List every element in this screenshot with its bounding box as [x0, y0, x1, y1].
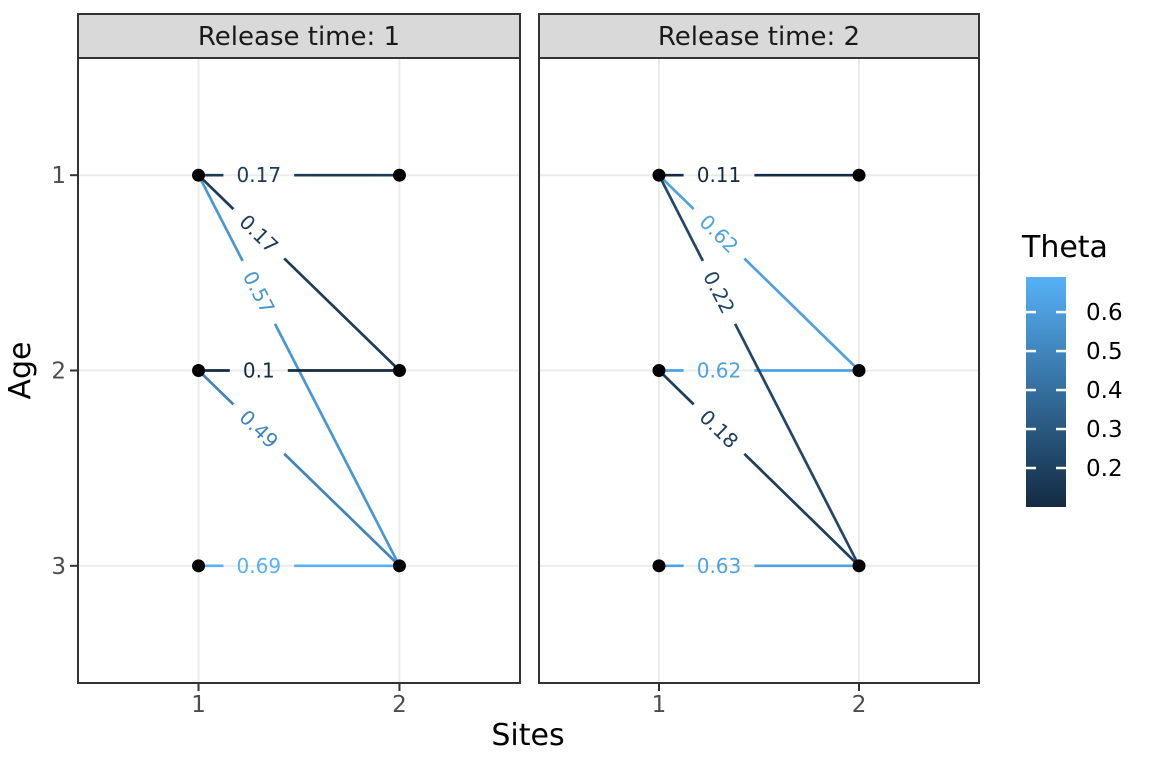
data-point: [392, 364, 406, 377]
x-tick-label: 2: [852, 692, 867, 718]
data-point: [852, 559, 866, 573]
segment-label: 0.17: [237, 163, 282, 187]
segment: [197, 369, 235, 406]
segment-label: 0.62: [697, 359, 742, 383]
facet-strip-label: Release time: 2: [658, 22, 860, 52]
y-axis-title: Age: [3, 341, 38, 399]
segment: [197, 174, 244, 262]
data-point: [652, 168, 666, 182]
segment: [657, 174, 705, 262]
segment: [273, 323, 401, 567]
data-point: [392, 168, 406, 182]
x-tick-label: 1: [652, 692, 667, 718]
y-tick-label: 1: [51, 163, 66, 189]
segment: [743, 452, 860, 567]
legend-tick-label: 0.4: [1086, 378, 1123, 404]
segment-label: 0.11: [697, 163, 742, 187]
y-tick-label: 2: [51, 359, 66, 385]
legend-title: Theta: [1021, 230, 1108, 265]
segment: [743, 257, 860, 372]
segment: [658, 174, 695, 211]
data-point: [852, 168, 866, 182]
x-axis-title: Sites: [491, 718, 564, 753]
legend-tick-label: 0.6: [1086, 300, 1123, 326]
facet-strip-label: Release time: 1: [198, 22, 400, 52]
x-tick-label: 2: [392, 692, 407, 718]
segment-label: 0.63: [697, 554, 742, 578]
data-point: [852, 364, 866, 377]
segment: [283, 257, 401, 372]
segment-label: 0.1: [243, 359, 275, 383]
segment: [283, 452, 401, 567]
y-tick-label: 3: [51, 554, 66, 580]
data-point: [652, 364, 666, 377]
data-point: [392, 559, 406, 573]
legend-tick-label: 0.2: [1086, 456, 1123, 482]
x-tick-label: 1: [191, 692, 206, 718]
legend-tick-label: 0.5: [1086, 339, 1123, 365]
data-point: [192, 168, 206, 182]
facet-strip: [538, 13, 980, 59]
legend-tick-label: 0.3: [1086, 417, 1123, 443]
segment: [197, 174, 235, 211]
data-point: [192, 364, 206, 377]
segment: [658, 369, 695, 406]
data-point: [652, 559, 666, 573]
segment: [733, 323, 861, 567]
facet-strip: [77, 13, 521, 59]
data-point: [192, 559, 206, 573]
segment-label: 0.69: [237, 554, 282, 578]
